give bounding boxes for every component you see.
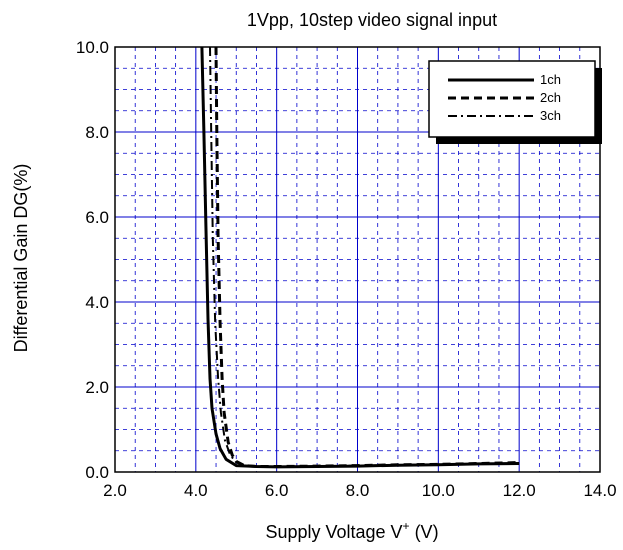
legend-label-1ch: 1ch	[540, 72, 561, 87]
x-tick-label: 10.0	[422, 481, 455, 500]
y-tick-label: 0.0	[85, 463, 109, 482]
y-tick-labels: 0.0 2.0 4.0 6.0 8.0 10.0	[76, 38, 109, 482]
y-tick-label: 10.0	[76, 38, 109, 57]
chart-subtitle: 1Vpp, 10step video signal input	[247, 10, 497, 30]
x-tick-label: 2.0	[103, 481, 127, 500]
y-tick-label: 8.0	[85, 123, 109, 142]
x-tick-label: 14.0	[583, 481, 616, 500]
x-tick-label: 12.0	[503, 481, 536, 500]
y-tick-label: 4.0	[85, 293, 109, 312]
x-tick-label: 8.0	[346, 481, 370, 500]
legend-label-3ch: 3ch	[540, 108, 561, 123]
x-tick-label: 4.0	[184, 481, 208, 500]
legend: 1ch 2ch 3ch	[428, 60, 602, 144]
plot-frame	[114, 46, 601, 473]
series-line-3ch	[209, 46, 520, 468]
x-axis-title: Supply Voltage V+ (V)	[265, 519, 438, 542]
legend-label-2ch: 2ch	[540, 90, 561, 105]
y-axis-title: Differential Gain DG(%)	[11, 164, 31, 353]
y-tick-label: 6.0	[85, 208, 109, 227]
x-tick-label: 6.0	[265, 481, 289, 500]
y-tick-label: 2.0	[85, 378, 109, 397]
series-layer	[200, 46, 520, 469]
x-tick-labels: 2.0 4.0 6.0 8.0 10.0 12.0 14.0	[103, 481, 616, 500]
legend-box	[428, 60, 596, 138]
